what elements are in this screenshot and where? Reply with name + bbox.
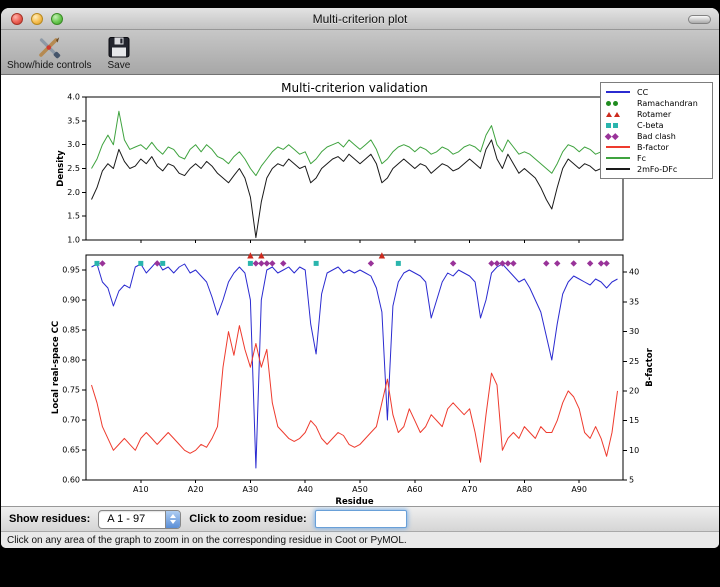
- svg-text:40: 40: [629, 268, 639, 277]
- minimize-button[interactable]: [31, 13, 43, 25]
- legend-label: Rotamer: [637, 109, 672, 119]
- svg-text:Residue: Residue: [335, 497, 373, 506]
- toolbar-toggle-button[interactable]: [688, 15, 711, 24]
- svg-text:10: 10: [629, 446, 639, 455]
- svg-text:0.70: 0.70: [62, 416, 80, 425]
- figure-svg[interactable]: 1.0 1.5 2.0 2.5 3.0 3.5 4.0 0.60 0.65 0.70 0.75 0.8…: [1, 75, 719, 507]
- svg-text:A50: A50: [352, 485, 368, 494]
- legend-label: 2mFo-DFc: [637, 164, 678, 174]
- svg-text:0.90: 0.90: [62, 296, 80, 305]
- controls-bar: Show residues: A 1 - 97 Click to zoom re…: [1, 506, 719, 531]
- legend-symbol-diamond: [605, 132, 632, 140]
- svg-text:2.0: 2.0: [67, 188, 80, 197]
- zoom-residue-label: Click to zoom residue:: [189, 513, 307, 525]
- legend-entry: 2mFo-DFc: [606, 164, 707, 174]
- svg-text:Local real-space CC: Local real-space CC: [51, 321, 61, 414]
- svg-text:A30: A30: [243, 485, 259, 494]
- svg-text:A20: A20: [188, 485, 204, 494]
- svg-text:3.5: 3.5: [67, 116, 80, 125]
- legend-symbol-triangle: [606, 111, 632, 117]
- svg-text:30: 30: [629, 327, 639, 336]
- legend-label: Bad clash: [637, 131, 676, 141]
- show-residues-label: Show residues:: [9, 513, 91, 525]
- legend: CC Ramachandran Rotamer C-beta Bad clash B-fa…: [600, 82, 713, 179]
- legend-entry: Ramachandran: [606, 98, 707, 108]
- show-hide-controls-button[interactable]: Show/hide controls: [7, 36, 92, 71]
- floppy-disk-icon: [108, 36, 130, 59]
- svg-text:0.95: 0.95: [62, 266, 80, 275]
- svg-text:35: 35: [629, 297, 639, 306]
- svg-text:0.85: 0.85: [62, 326, 80, 335]
- legend-entry: CC: [606, 87, 707, 97]
- svg-text:A90: A90: [571, 485, 587, 494]
- zoom-residue-input[interactable]: [314, 510, 407, 528]
- chart-title: Multi-criterion validation: [281, 81, 428, 95]
- stepper-up-arrow-icon: [170, 514, 177, 518]
- status-text: Click on any area of the graph to zoom i…: [7, 534, 407, 546]
- svg-text:15: 15: [629, 416, 639, 425]
- legend-entry: B-factor: [606, 142, 707, 152]
- stepper-icon: [165, 510, 181, 528]
- svg-text:3.0: 3.0: [67, 140, 80, 149]
- svg-text:0.65: 0.65: [62, 446, 80, 455]
- legend-label: B-factor: [637, 142, 669, 152]
- svg-text:A60: A60: [407, 485, 423, 494]
- svg-text:B-factor: B-factor: [645, 347, 655, 386]
- close-button[interactable]: [11, 13, 23, 25]
- svg-text:A40: A40: [297, 485, 313, 494]
- window-title: Multi-criterion plot: [312, 11, 408, 26]
- legend-symbol-circle: [606, 100, 632, 106]
- legend-symbol-line: [606, 168, 632, 170]
- legend-symbol-square: [606, 122, 632, 128]
- svg-text:25: 25: [629, 357, 639, 366]
- legend-symbol-line: [606, 157, 632, 159]
- svg-text:5: 5: [629, 476, 634, 485]
- status-bar: Click on any area of the graph to zoom i…: [1, 531, 719, 548]
- svg-text:A80: A80: [517, 485, 533, 494]
- svg-text:0.80: 0.80: [62, 356, 80, 365]
- title-bar[interactable]: Multi-criterion plot: [1, 8, 719, 30]
- legend-symbol-line: [606, 146, 632, 148]
- svg-text:1.0: 1.0: [67, 236, 80, 245]
- legend-entry: Bad clash: [605, 131, 707, 141]
- legend-label: C-beta: [637, 120, 664, 130]
- zoom-button[interactable]: [51, 13, 63, 25]
- svg-text:4.0: 4.0: [67, 93, 80, 102]
- traffic-lights: [11, 13, 63, 25]
- toolbar-item-label: Show/hide controls: [7, 60, 92, 71]
- stepper-down-arrow-icon: [170, 520, 177, 524]
- svg-text:20: 20: [629, 386, 639, 395]
- crossed-tools-icon: [36, 36, 62, 59]
- toolbar-item-label: Save: [107, 60, 131, 71]
- legend-label: Ramachandran: [637, 98, 698, 108]
- save-button[interactable]: Save: [107, 36, 131, 71]
- toolbar: Show/hide controls Save: [1, 30, 719, 75]
- multi-criterion-plot-window: Multi-criterion plot Show/: [1, 8, 719, 548]
- legend-label: CC: [637, 87, 649, 97]
- svg-text:Density: Density: [56, 150, 66, 187]
- legend-entry: Fc: [606, 153, 707, 163]
- svg-text:2.5: 2.5: [67, 164, 80, 173]
- legend-entry: Rotamer: [606, 109, 707, 119]
- legend-entry: C-beta: [606, 120, 707, 130]
- svg-text:0.75: 0.75: [62, 386, 80, 395]
- svg-text:0.60: 0.60: [62, 476, 80, 485]
- svg-text:A10: A10: [133, 485, 149, 494]
- residue-range-value: A 1 - 97: [107, 512, 146, 525]
- svg-text:1.5: 1.5: [67, 212, 80, 221]
- legend-symbol-line: [606, 91, 632, 93]
- residue-range-select[interactable]: A 1 - 97: [98, 509, 182, 529]
- svg-text:A70: A70: [462, 485, 478, 494]
- legend-label: Fc: [637, 153, 646, 163]
- figure-canvas[interactable]: 1.0 1.5 2.0 2.5 3.0 3.5 4.0 0.60 0.65 0.70 0.75 0.8…: [1, 75, 719, 506]
